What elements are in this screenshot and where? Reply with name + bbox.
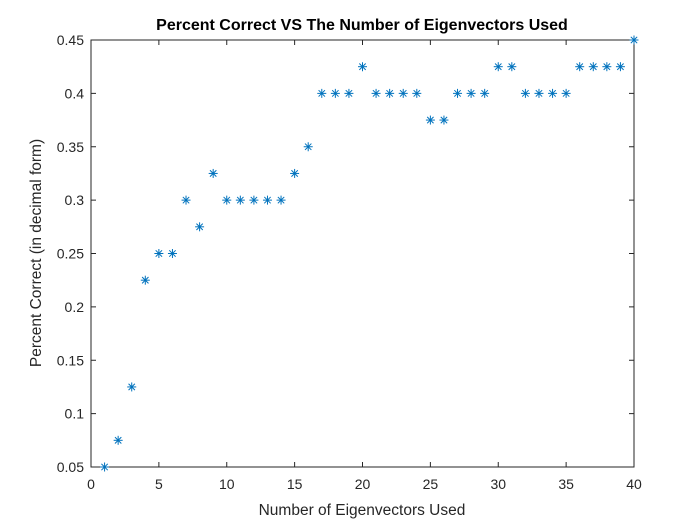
y-tick-label: 0.3 (65, 192, 85, 208)
data-point (262, 195, 272, 205)
data-point (398, 88, 408, 98)
data-point (276, 195, 286, 205)
plot-area (90, 39, 635, 468)
data-point (371, 88, 381, 98)
data-point (222, 195, 232, 205)
data-point (412, 88, 422, 98)
data-point (561, 88, 571, 98)
data-point (303, 142, 313, 152)
data-point (453, 88, 463, 98)
data-point (602, 62, 612, 72)
data-point (208, 168, 218, 178)
data-point (575, 62, 585, 72)
data-point (385, 88, 395, 98)
y-tick-label: 0.25 (57, 246, 84, 262)
data-point (493, 62, 503, 72)
x-tick-label: 10 (219, 476, 235, 492)
y-tick-label: 0.4 (65, 85, 85, 101)
data-point (548, 88, 558, 98)
data-point (439, 115, 449, 125)
data-point (167, 249, 177, 258)
y-tick-label: 0.05 (57, 459, 84, 475)
axes-box (90, 39, 635, 468)
y-tick-label: 0.15 (57, 352, 84, 368)
data-point (330, 88, 340, 98)
data-point (127, 382, 137, 392)
x-tick-label: 20 (355, 476, 371, 492)
data-point (425, 115, 435, 125)
data-markers (100, 35, 639, 472)
data-point (588, 62, 598, 72)
x-tick-labels: 0 5 10 15 20 25 30 35 40 (87, 476, 642, 492)
x-tick-label: 5 (155, 476, 163, 492)
x-tick-label: 30 (490, 476, 506, 492)
data-point (629, 35, 639, 45)
data-point (181, 195, 191, 205)
data-point (317, 88, 327, 98)
data-point (140, 275, 150, 285)
data-point (507, 62, 517, 72)
data-point (358, 62, 367, 72)
y-tick-label: 0.1 (65, 406, 85, 422)
y-tick-labels: 0.05 0.1 0.15 0.2 0.25 0.3 0.35 0.4 0.45 (57, 32, 84, 475)
chart-title: Percent Correct VS The Number of Eigenve… (156, 17, 568, 34)
y-tick-label: 0.35 (57, 139, 84, 155)
x-axis-label: Number of Eigenvectors Used (259, 502, 466, 519)
x-tick-label: 15 (287, 476, 303, 492)
data-point (466, 88, 476, 98)
data-point (249, 195, 259, 205)
data-point (154, 249, 164, 258)
data-point (100, 462, 110, 472)
y-axis-label: Percent Correct (in decimal form) (28, 139, 45, 367)
y-tick-label: 0.2 (65, 299, 85, 315)
data-point (615, 62, 625, 72)
x-tick-label: 40 (626, 476, 642, 492)
data-point (113, 435, 123, 445)
x-tick-label: 0 (87, 476, 95, 492)
data-point (534, 88, 544, 98)
data-point (344, 88, 354, 98)
x-tick-label: 25 (423, 476, 439, 492)
data-point (195, 222, 205, 232)
data-point (480, 88, 490, 98)
data-point (290, 168, 300, 178)
data-point (520, 88, 530, 98)
data-point (235, 195, 245, 205)
y-tick-label: 0.45 (57, 32, 84, 48)
x-tick-label: 35 (558, 476, 574, 492)
